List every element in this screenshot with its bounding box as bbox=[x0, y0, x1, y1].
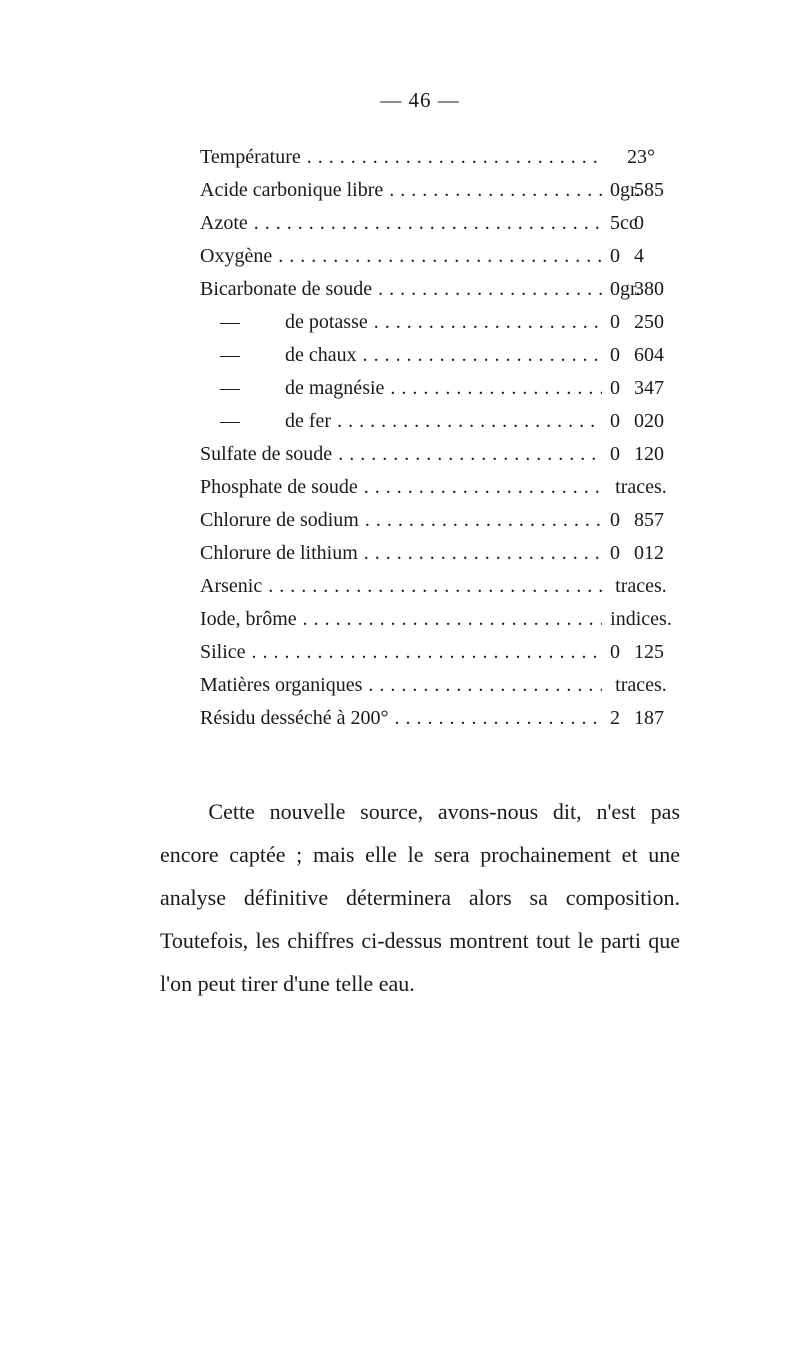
row-label: Azote bbox=[200, 207, 248, 240]
leader-dots: ........................................ bbox=[332, 438, 602, 471]
row-label: Phosphate de soude bbox=[200, 471, 358, 504]
row-value: 0 125 bbox=[602, 636, 680, 669]
row-value: traces. bbox=[602, 669, 680, 702]
row-label: — de chaux bbox=[200, 339, 357, 372]
row-value: 5cc0 bbox=[602, 207, 680, 240]
row-label: Résidu desséché à 200° bbox=[200, 702, 389, 735]
leader-dots: ........................................ bbox=[358, 471, 602, 504]
table-row: Phosphate de soude......................… bbox=[200, 471, 680, 504]
table-row: — de magnésie...........................… bbox=[200, 372, 680, 405]
row-label: Chlorure de lithium bbox=[200, 537, 358, 570]
table-row: Silice..................................… bbox=[200, 636, 680, 669]
row-value: 0 604 bbox=[602, 339, 680, 372]
table-row: Azote...................................… bbox=[200, 207, 680, 240]
row-label: — de magnésie bbox=[200, 372, 384, 405]
table-row: Résidu desséché à 200°..................… bbox=[200, 702, 680, 735]
table-row: Sulfate de soude........................… bbox=[200, 438, 680, 471]
leader-dots: ........................................ bbox=[383, 174, 602, 207]
row-value: 0 120 bbox=[602, 438, 680, 471]
table-row: — de potasse............................… bbox=[200, 306, 680, 339]
row-label: — de fer bbox=[200, 405, 331, 438]
leader-dots: ........................................ bbox=[331, 405, 602, 438]
leader-dots: ........................................ bbox=[368, 306, 602, 339]
row-value: traces. bbox=[602, 471, 680, 504]
leader-dots: ........................................ bbox=[357, 339, 602, 372]
body-paragraph: Cette nouvelle source, avons-nous dit, n… bbox=[160, 791, 680, 1005]
table-row: Iode, brôme.............................… bbox=[200, 603, 680, 636]
leader-dots: ........................................ bbox=[384, 372, 602, 405]
row-label: Matières organiques bbox=[200, 669, 362, 702]
table-row: Arsenic.................................… bbox=[200, 570, 680, 603]
row-label: Sulfate de soude bbox=[200, 438, 332, 471]
table-row: Température.............................… bbox=[200, 141, 680, 174]
leader-dots: ........................................ bbox=[246, 636, 602, 669]
row-value: 0gr.380 bbox=[602, 273, 680, 306]
paragraph-text: Cette nouvelle source, avons-nous dit, n… bbox=[160, 791, 680, 1005]
leader-dots: ........................................ bbox=[248, 207, 602, 240]
row-value: traces. bbox=[602, 570, 680, 603]
leader-dots: ........................................ bbox=[262, 570, 602, 603]
table-row: Matières organiques.....................… bbox=[200, 669, 680, 702]
row-value: 0gr.585 bbox=[602, 174, 680, 207]
table-row: — de chaux..............................… bbox=[200, 339, 680, 372]
row-value: 0 857 bbox=[602, 504, 680, 537]
row-label: Acide carbonique libre bbox=[200, 174, 383, 207]
page-number-header: — 46 — bbox=[160, 88, 680, 113]
row-value: indices. bbox=[602, 603, 680, 636]
leader-dots: ........................................ bbox=[272, 240, 602, 273]
leader-dots: ........................................ bbox=[389, 702, 602, 735]
row-label: Bicarbonate de soude bbox=[200, 273, 372, 306]
leader-dots: ........................................ bbox=[301, 141, 602, 174]
composition-table: Température.............................… bbox=[200, 141, 680, 735]
row-value: 0 012 bbox=[602, 537, 680, 570]
row-label: Oxygène bbox=[200, 240, 272, 273]
row-value: 23° bbox=[602, 141, 680, 174]
row-value: 2 187 bbox=[602, 702, 680, 735]
leader-dots: ........................................ bbox=[297, 603, 602, 636]
row-label: Silice bbox=[200, 636, 246, 669]
table-row: Bicarbonate de soude....................… bbox=[200, 273, 680, 306]
table-row: Chlorure de sodium......................… bbox=[200, 504, 680, 537]
row-value: 0 250 bbox=[602, 306, 680, 339]
table-row: — de fer................................… bbox=[200, 405, 680, 438]
table-row: Oxygène.................................… bbox=[200, 240, 680, 273]
row-label: Arsenic bbox=[200, 570, 262, 603]
leader-dots: ........................................ bbox=[372, 273, 602, 306]
table-row: Chlorure de lithium.....................… bbox=[200, 537, 680, 570]
leader-dots: ........................................ bbox=[362, 669, 602, 702]
page: — 46 — Température......................… bbox=[0, 0, 800, 1351]
leader-dots: ........................................ bbox=[358, 537, 602, 570]
row-label: Chlorure de sodium bbox=[200, 504, 359, 537]
row-value: 0 347 bbox=[602, 372, 680, 405]
row-label: Iode, brôme bbox=[200, 603, 297, 636]
row-value: 0 020 bbox=[602, 405, 680, 438]
leader-dots: ........................................ bbox=[359, 504, 602, 537]
row-label: — de potasse bbox=[200, 306, 368, 339]
row-value: 0 4 bbox=[602, 240, 680, 273]
row-label: Température bbox=[200, 141, 301, 174]
table-row: Acide carbonique libre..................… bbox=[200, 174, 680, 207]
